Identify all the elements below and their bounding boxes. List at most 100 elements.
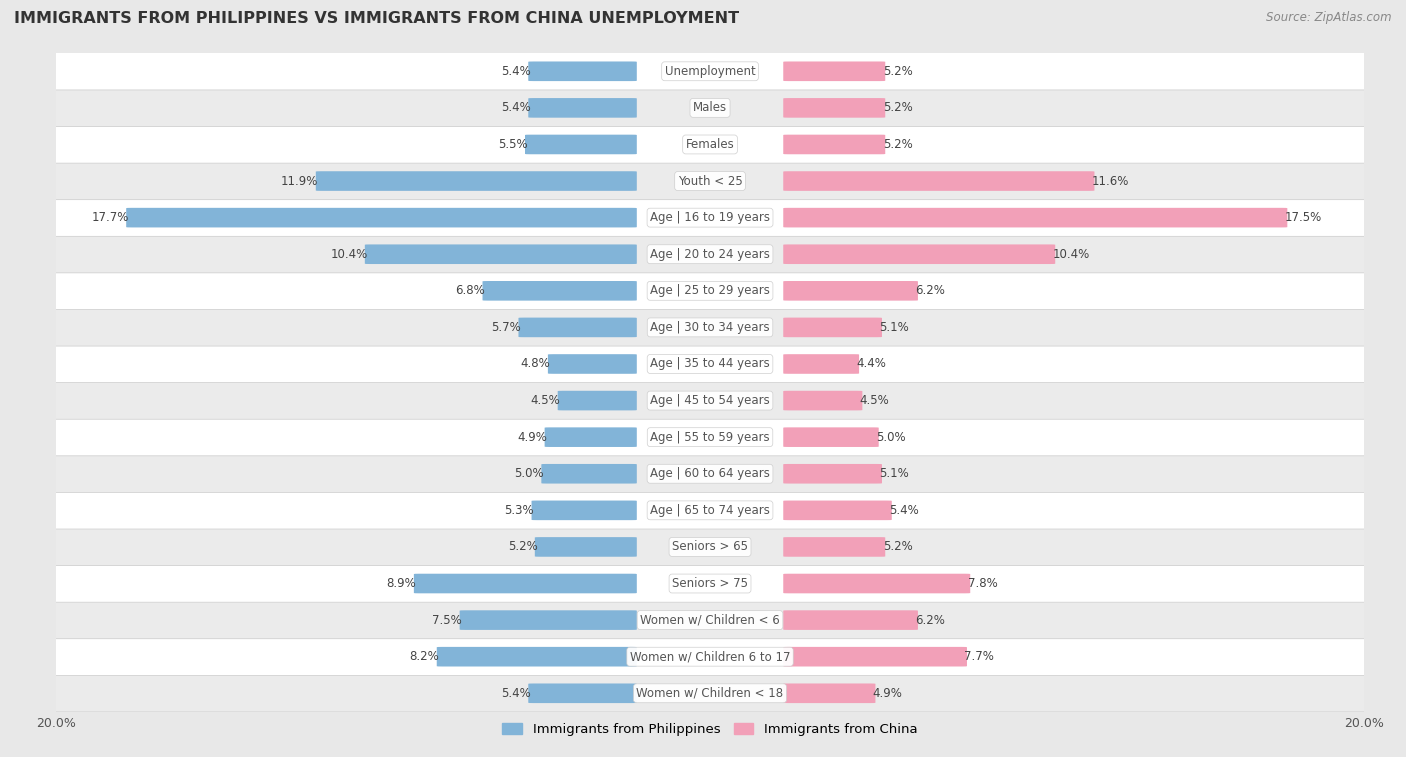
Text: 17.5%: 17.5%	[1285, 211, 1322, 224]
FancyBboxPatch shape	[783, 61, 886, 81]
Text: Age | 65 to 74 years: Age | 65 to 74 years	[650, 504, 770, 517]
Text: 5.1%: 5.1%	[879, 467, 910, 480]
FancyBboxPatch shape	[49, 492, 1371, 529]
FancyBboxPatch shape	[49, 382, 1371, 419]
FancyBboxPatch shape	[364, 245, 637, 264]
Text: Source: ZipAtlas.com: Source: ZipAtlas.com	[1267, 11, 1392, 24]
FancyBboxPatch shape	[413, 574, 637, 593]
FancyBboxPatch shape	[783, 171, 1094, 191]
FancyBboxPatch shape	[49, 565, 1371, 602]
Text: Women w/ Children 6 to 17: Women w/ Children 6 to 17	[630, 650, 790, 663]
Text: Unemployment: Unemployment	[665, 65, 755, 78]
Text: 6.8%: 6.8%	[456, 285, 485, 298]
FancyBboxPatch shape	[531, 500, 637, 520]
Text: 5.7%: 5.7%	[491, 321, 522, 334]
FancyBboxPatch shape	[541, 464, 637, 484]
Text: 7.8%: 7.8%	[967, 577, 997, 590]
Text: 5.4%: 5.4%	[501, 101, 531, 114]
Text: 5.2%: 5.2%	[883, 540, 912, 553]
FancyBboxPatch shape	[783, 354, 859, 374]
Legend: Immigrants from Philippines, Immigrants from China: Immigrants from Philippines, Immigrants …	[498, 718, 922, 741]
Text: 5.0%: 5.0%	[515, 467, 544, 480]
Text: Age | 25 to 29 years: Age | 25 to 29 years	[650, 285, 770, 298]
FancyBboxPatch shape	[783, 98, 886, 117]
Text: Seniors > 75: Seniors > 75	[672, 577, 748, 590]
Text: 4.5%: 4.5%	[530, 394, 561, 407]
FancyBboxPatch shape	[49, 273, 1371, 310]
Text: Age | 45 to 54 years: Age | 45 to 54 years	[650, 394, 770, 407]
FancyBboxPatch shape	[49, 602, 1371, 639]
Text: Males: Males	[693, 101, 727, 114]
Text: 11.9%: 11.9%	[281, 175, 318, 188]
Text: 7.5%: 7.5%	[433, 614, 463, 627]
Text: 8.2%: 8.2%	[409, 650, 439, 663]
FancyBboxPatch shape	[783, 684, 876, 703]
Text: 5.2%: 5.2%	[508, 540, 537, 553]
Text: 5.4%: 5.4%	[501, 687, 531, 699]
FancyBboxPatch shape	[49, 528, 1371, 565]
FancyBboxPatch shape	[49, 455, 1371, 492]
FancyBboxPatch shape	[49, 309, 1371, 346]
Text: 5.4%: 5.4%	[889, 504, 920, 517]
FancyBboxPatch shape	[49, 53, 1371, 90]
FancyBboxPatch shape	[127, 208, 637, 227]
Text: 5.0%: 5.0%	[876, 431, 905, 444]
FancyBboxPatch shape	[49, 163, 1371, 200]
Text: Women w/ Children < 6: Women w/ Children < 6	[640, 614, 780, 627]
Text: Seniors > 65: Seniors > 65	[672, 540, 748, 553]
Text: 4.4%: 4.4%	[856, 357, 886, 370]
FancyBboxPatch shape	[783, 135, 886, 154]
Text: 7.7%: 7.7%	[965, 650, 994, 663]
FancyBboxPatch shape	[49, 235, 1371, 273]
Text: 5.3%: 5.3%	[505, 504, 534, 517]
Text: 5.2%: 5.2%	[883, 138, 912, 151]
FancyBboxPatch shape	[529, 684, 637, 703]
Text: Women w/ Children < 18: Women w/ Children < 18	[637, 687, 783, 699]
Text: Females: Females	[686, 138, 734, 151]
Text: Age | 30 to 34 years: Age | 30 to 34 years	[650, 321, 770, 334]
FancyBboxPatch shape	[783, 245, 1056, 264]
Text: 10.4%: 10.4%	[330, 248, 367, 260]
Text: 4.9%: 4.9%	[517, 431, 547, 444]
FancyBboxPatch shape	[49, 419, 1371, 456]
FancyBboxPatch shape	[482, 281, 637, 301]
Text: 11.6%: 11.6%	[1092, 175, 1129, 188]
FancyBboxPatch shape	[529, 61, 637, 81]
FancyBboxPatch shape	[49, 345, 1371, 382]
Text: 4.9%: 4.9%	[873, 687, 903, 699]
Text: Age | 60 to 64 years: Age | 60 to 64 years	[650, 467, 770, 480]
Text: 6.2%: 6.2%	[915, 614, 945, 627]
FancyBboxPatch shape	[437, 647, 637, 666]
Text: 10.4%: 10.4%	[1053, 248, 1090, 260]
FancyBboxPatch shape	[519, 318, 637, 337]
Text: 5.2%: 5.2%	[883, 65, 912, 78]
Text: 4.5%: 4.5%	[859, 394, 890, 407]
Text: Age | 16 to 19 years: Age | 16 to 19 years	[650, 211, 770, 224]
FancyBboxPatch shape	[558, 391, 637, 410]
Text: Age | 20 to 24 years: Age | 20 to 24 years	[650, 248, 770, 260]
Text: 4.8%: 4.8%	[520, 357, 551, 370]
FancyBboxPatch shape	[783, 647, 967, 666]
FancyBboxPatch shape	[49, 638, 1371, 675]
FancyBboxPatch shape	[524, 135, 637, 154]
Text: 17.7%: 17.7%	[91, 211, 129, 224]
FancyBboxPatch shape	[783, 281, 918, 301]
FancyBboxPatch shape	[783, 574, 970, 593]
FancyBboxPatch shape	[49, 89, 1371, 126]
FancyBboxPatch shape	[544, 428, 637, 447]
FancyBboxPatch shape	[783, 500, 891, 520]
Text: Youth < 25: Youth < 25	[678, 175, 742, 188]
FancyBboxPatch shape	[783, 208, 1288, 227]
Text: 5.1%: 5.1%	[879, 321, 910, 334]
Text: 5.2%: 5.2%	[883, 101, 912, 114]
FancyBboxPatch shape	[783, 428, 879, 447]
Text: Age | 55 to 59 years: Age | 55 to 59 years	[650, 431, 770, 444]
FancyBboxPatch shape	[316, 171, 637, 191]
Text: IMMIGRANTS FROM PHILIPPINES VS IMMIGRANTS FROM CHINA UNEMPLOYMENT: IMMIGRANTS FROM PHILIPPINES VS IMMIGRANT…	[14, 11, 740, 26]
Text: 5.4%: 5.4%	[501, 65, 531, 78]
FancyBboxPatch shape	[783, 464, 882, 484]
FancyBboxPatch shape	[783, 318, 882, 337]
Text: 8.9%: 8.9%	[387, 577, 416, 590]
FancyBboxPatch shape	[529, 98, 637, 117]
FancyBboxPatch shape	[49, 199, 1371, 236]
